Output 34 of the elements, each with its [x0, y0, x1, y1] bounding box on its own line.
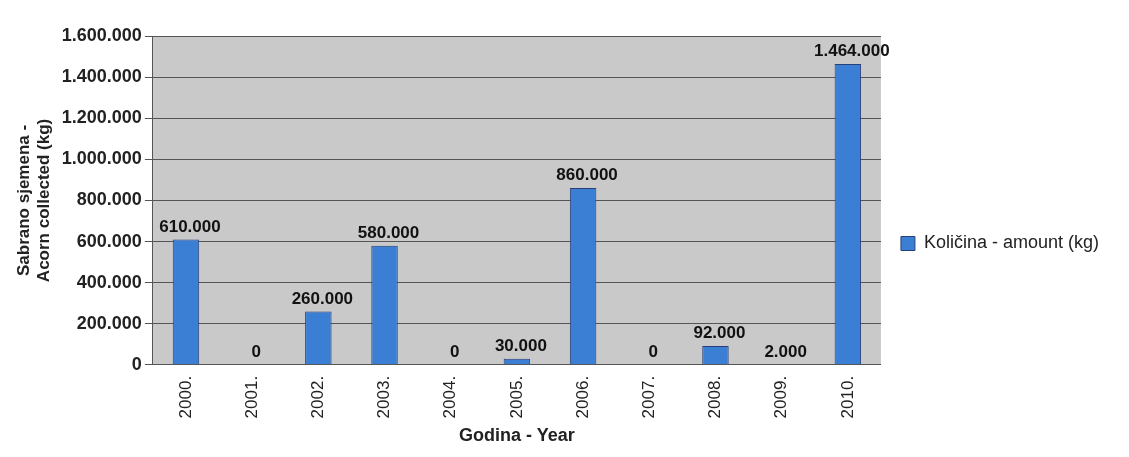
- data-label: 260.000: [291, 288, 354, 308]
- legend-label: Količina - amount (kg): [923, 232, 1100, 253]
- x-tick-label: 2000.: [175, 375, 195, 419]
- y-tick-label: 1.000.000: [61, 148, 142, 169]
- data-label: 610.000: [159, 216, 221, 236]
- x-tick-label: 2001.: [241, 375, 261, 419]
- x-tick-label: 2006.: [572, 375, 592, 419]
- x-tick-label: 2005.: [506, 375, 526, 419]
- data-label: 580.000: [357, 222, 420, 242]
- x-tick-label: 2003.: [374, 375, 394, 419]
- data-label: 0: [449, 342, 460, 362]
- x-tick-label: 2010.: [837, 375, 857, 419]
- y-tick-label: 1.200.000: [61, 107, 142, 128]
- y-tick-label: 800.000: [76, 189, 142, 210]
- x-tick-label: 2007.: [638, 375, 658, 419]
- y-tick-label: 1.400.000: [61, 66, 142, 87]
- data-label: 0: [648, 342, 659, 362]
- x-tick-label: 2004.: [440, 375, 460, 419]
- y-tick-label: 1.600.000: [61, 24, 142, 45]
- data-label: 1.464.000: [814, 41, 890, 61]
- y-tick-label: 200.000: [76, 312, 142, 333]
- x-tick-label: 2008.: [705, 375, 725, 419]
- y-tick-label: 0: [131, 353, 142, 374]
- x-tick-label: 2002.: [308, 375, 328, 419]
- y-tick-label: 600.000: [76, 230, 142, 251]
- data-label: 2.000: [764, 341, 807, 361]
- data-label: 92.000: [693, 323, 746, 343]
- x-axis-title: Godina - Year: [459, 425, 575, 446]
- data-label: 30.000: [494, 335, 547, 355]
- data-label: 860.000: [556, 165, 618, 185]
- data-label: 0: [251, 342, 261, 362]
- y-axis-title: Sabrano sjemena - Acorn collected (kg): [13, 118, 54, 283]
- y-tick-label: 400.000: [76, 271, 142, 292]
- x-tick-label: 2009.: [771, 375, 791, 419]
